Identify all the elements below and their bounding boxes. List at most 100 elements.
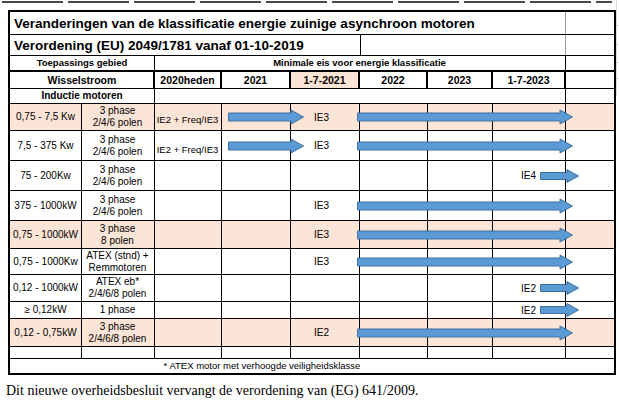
divider [360,35,361,55]
power-range-cell: 0,75 - 7,5 Kw [10,104,81,130]
section-label: Inductie motoren [10,89,154,103]
motor-type-line: 3 phase [100,321,136,333]
year-column-header: 2023 [427,72,492,88]
motor-type-line: 2/4/6 polen [93,146,143,158]
power-range-cell: 0,12 - 1000kW [10,275,81,301]
motor-type-line: Remmotoren [89,262,147,274]
timeline-arrow [228,109,304,125]
power-range-cell: ≥ 0,12kW [10,302,81,318]
power-range-cell: 75 - 200Kw [10,161,81,190]
motor-type-cell: 3 phase 2/4/6/8 polen [81,319,154,346]
section-row: Inductie motoren [10,89,614,104]
table-row: 0,12 - 0,75kW 3 phase 2/4/6/8 polen IE2 [10,319,614,347]
table-row: 75 - 200Kw 3 phase 2/4/6 polen IE4 [10,161,614,191]
energy-class-label: IE3 [314,191,329,220]
document-caption: Dit nieuwe overheidsbesluit vervangt de … [6,383,419,399]
motor-type-line: 2/4/6 polen [93,176,143,188]
motor-type-cell: ATEX eb* 2/4/6/8 polen [81,275,154,301]
energy-class-label: IE2 [492,302,536,318]
motor-type-line: ATEX (stnd) + [86,250,148,262]
divider [565,56,566,70]
table-row: 0,75 - 1000Kw ATEX (stnd) + Remmotoren I… [10,249,614,275]
column-group-label: Wisselstroom [10,72,154,88]
table-row: 7,5 - 375 Kw 3 phase 2/4/6 polen IE2 + F… [10,131,614,161]
table-title: Veranderingen van de klassificatie energ… [10,12,614,35]
timeline-arrow [357,109,573,125]
power-range-cell: 375 - 1000kW [10,191,81,220]
divider [154,56,155,70]
current-requirement-cell: IE2 + Freq/IE3 [154,131,221,160]
year-column-header: 2022 [359,72,427,88]
motor-type-line: 3 phase [100,164,136,176]
table-row: ≥ 0,12kW 1 phase IE2 [10,302,614,319]
header-right-label: Minimale eis voor energie klassificatie [154,56,565,70]
energy-class-label: IE3 [314,104,329,130]
timeline-arrow [540,302,579,318]
motor-type-line: 1 phase [100,304,136,316]
energy-class-label: IE4 [492,161,536,190]
spreadsheet-page: Veranderingen van de klassificatie energ… [0,0,619,415]
motor-type-cell: 3 phase 2/4/6 polen [81,161,154,190]
year-column-header: 1-7-2023 [492,72,565,88]
header-left-label: Toepassings gebied [10,56,154,70]
divider [565,35,566,55]
year-column-header-highlighted: 1-7-2021 [290,72,359,88]
timeline-arrow [357,198,573,214]
timeline-arrow [357,254,573,270]
table-row: 0,75 - 1000kW 3 phase 8 polen IE3 [10,221,614,249]
divider [289,72,291,88]
year-header-row: Wisselstroom 2020heden 2021 1-7-2021 202… [10,72,614,89]
divider [220,72,222,88]
timeline-arrow [540,280,579,296]
timeline-arrow [357,325,573,341]
motor-type-cell: ATEX (stnd) + Remmotoren [81,249,154,274]
timeline-arrow [357,138,573,154]
motor-type-line: 2/4/6/8 polen [89,288,147,300]
power-range-cell: 0,75 - 1000kW [10,221,81,248]
energy-class-label: IE3 [314,131,329,160]
motor-type-line: 8 polen [101,235,134,247]
divider [491,72,493,88]
footnote-row: * ATEX motor met verhoogde veiligheidskl… [10,359,614,373]
table-row: 375 - 1000kW 3 phase 2/4/6 polen IE3 [10,191,614,221]
energy-class-label: IE2 [492,275,536,301]
motor-type-line: 2/4/6 polen [93,117,143,129]
header-band: Toepassings gebied Minimale eis voor ene… [10,56,614,72]
motor-type-cell: 3 phase 2/4/6 polen [81,104,154,130]
motor-type-cell: 3 phase 2/4/6 polen [81,191,154,220]
divider [154,89,155,103]
power-range-cell: 0,75 - 1000Kw [10,249,81,274]
motor-type-line: 2/4/6 polen [93,206,143,218]
divider [153,72,155,88]
divider [565,89,566,103]
motor-type-cell: 3 phase 8 polen [81,221,154,248]
table-row: 0,75 - 7,5 Kw 3 phase 2/4/6 polen IE2 + … [10,104,614,131]
table-row: 0,12 - 1000kW ATEX eb* 2/4/6/8 polen IE2 [10,275,614,302]
year-column-header: 2020heden [154,72,221,88]
motor-type-line: 3 phase [100,105,136,117]
divider [564,72,566,88]
divider [426,72,428,88]
empty-row [10,347,614,359]
divider [565,12,566,34]
timeline-arrow [228,138,304,154]
energy-class-label: IE2 [314,319,329,346]
power-range-cell: 0,12 - 0,75kW [10,319,81,346]
timeline-arrow [357,227,573,243]
motor-type-cell: 1 phase [81,302,154,318]
timeline-table: Veranderingen van de klassificatie energ… [8,10,616,375]
power-range-cell: 7,5 - 375 Kw [10,131,81,160]
table-subtitle: Verordening (EU) 2049/1781 vanaf 01-10-2… [10,35,614,56]
year-column-header: 2021 [221,72,290,88]
motor-type-line: 2/4/6/8 polen [89,333,147,345]
timeline-arrow [540,168,579,184]
footnote-text: * ATEX motor met verhoogde veiligheidskl… [10,359,514,373]
motor-type-cell: 3 phase 2/4/6 polen [81,131,154,160]
table-subtitle-text: Verordening (EU) 2049/1781 vanaf 01-10-2… [14,38,304,53]
motor-type-line: ATEX eb* [96,276,139,288]
divider [358,72,360,88]
energy-class-label: IE3 [314,221,329,248]
energy-class-label: IE3 [314,249,329,274]
motor-type-line: 3 phase [100,134,136,146]
current-requirement-cell: IE2 + Freq/IE3 [154,104,221,130]
